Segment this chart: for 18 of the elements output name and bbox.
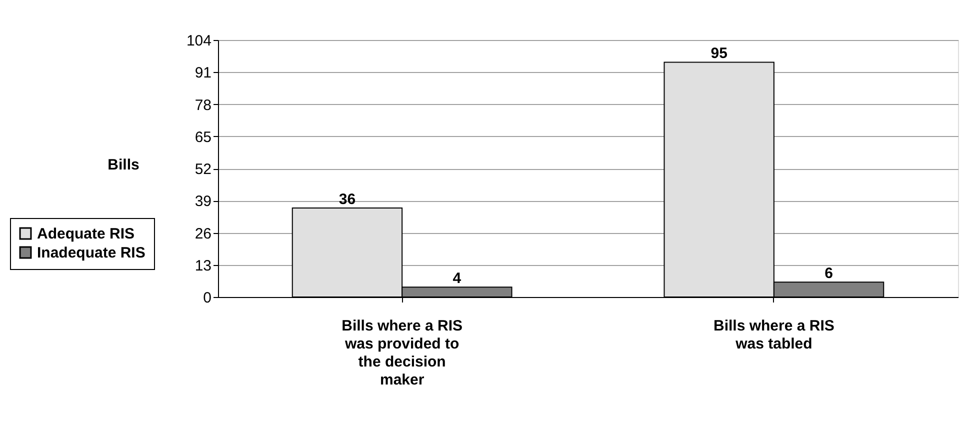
y-tick-label: 65 [194, 128, 212, 146]
y-tick-label: 91 [194, 64, 212, 82]
y-tick-label: 104 [186, 32, 212, 50]
y-tick-label: 0 [203, 290, 212, 306]
data-label: 36 [338, 191, 356, 208]
y-tick-label: 78 [194, 96, 212, 114]
legend-label: Adequate RIS [37, 226, 135, 242]
y-tick-label: 13 [194, 257, 212, 274]
legend-label: Inadequate RIS [37, 244, 146, 262]
x-tick-label: Bills where a RIS was provided to the decision maker [342, 318, 463, 388]
y-tick-label: 52 [194, 161, 212, 178]
data-label: 6 [824, 265, 833, 282]
x-tick-label: Bills where a RIS was tabled [713, 318, 834, 352]
y-tick-label: 39 [194, 193, 212, 210]
y-tick-label: 26 [194, 225, 212, 242]
data-label: 95 [710, 45, 728, 62]
data-label: 4 [452, 270, 462, 288]
y-axis-title: Bills [108, 156, 140, 174]
